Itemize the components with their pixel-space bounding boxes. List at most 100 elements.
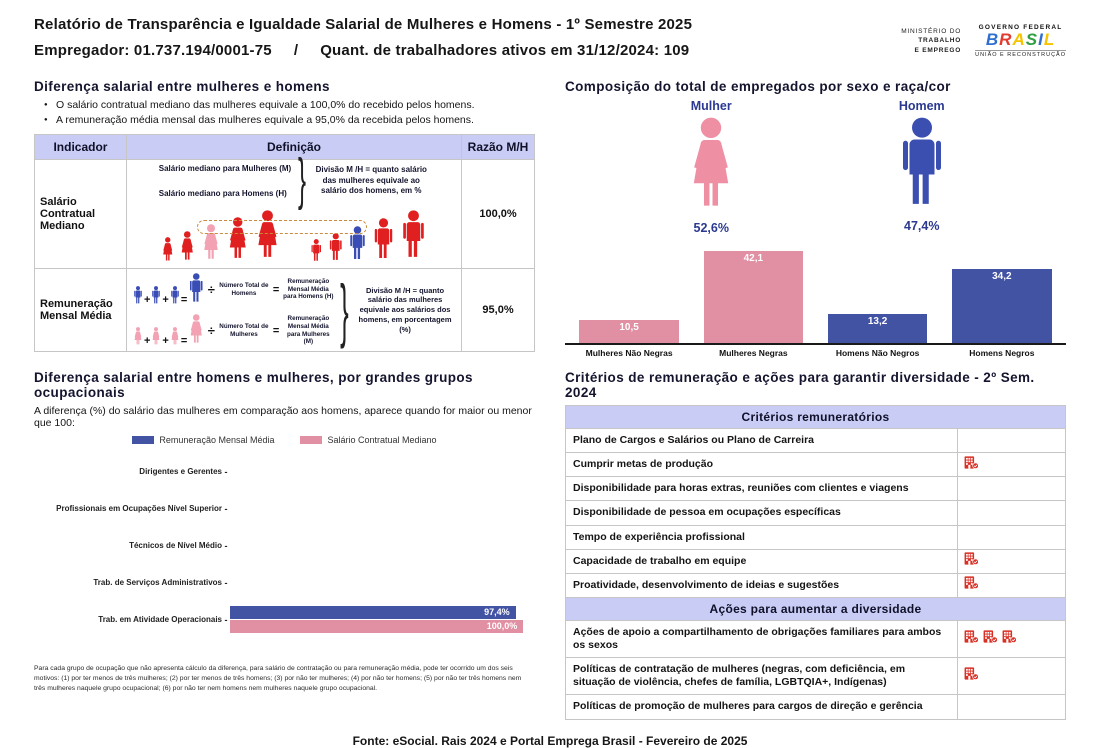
criteria-label: Ações de apoio a compartilhamento de obr… [565, 619, 958, 659]
table-row: Plano de Cargos e Salários ou Plano de C… [565, 427, 1066, 454]
criteria-label: Políticas de contratação de mulheres (ne… [565, 657, 958, 696]
section-occupational: Diferença salarial entre homens e mulher… [34, 370, 535, 720]
male-figure-icon [372, 218, 395, 264]
chart-row: Trab. em Atividade Operacionais - 97,4% 100… [34, 601, 535, 638]
report-title: Relatório de Transparência e Igualdade S… [34, 16, 693, 33]
legend-swatch-pink [300, 436, 323, 444]
female-percentage: 52,6% [693, 221, 729, 235]
brasil-letter: B [985, 30, 1000, 49]
women-divisor-label: Número Total de Mulheres [219, 322, 269, 338]
bullet-median-salary: O salário contratual mediano das mulhere… [44, 99, 535, 111]
chart-row: Profissionais em Ocupações Nível Superio… [34, 490, 535, 527]
criteria-marks-cell [957, 476, 1066, 502]
company-check-icon [964, 552, 979, 570]
chart-legend: Remuneração Mensal Média Salário Contrat… [34, 435, 535, 445]
male-label: Homem [898, 99, 945, 113]
criteria-label: Políticas de promoção de mulheres para c… [565, 694, 958, 720]
men-divisor-label: Número Total de Homens [219, 281, 269, 297]
legend-label: Salário Contratual Mediano [327, 435, 437, 445]
bar-slot: 13,2 [816, 314, 940, 343]
header-logos: MINISTÉRIO DO TRABALHO E EMPREGO GOVERNO… [901, 16, 1066, 58]
composition-plot-area: 10,5 42,1 13,2 34,2 [565, 245, 1066, 345]
criteria-marks-cell [957, 619, 1066, 659]
population-figures [133, 206, 455, 264]
female-label: Mulher [690, 99, 732, 113]
governo-federal-logo: GOVERNO FEDERAL BRASIL UNIÃO E RECONSTRU… [975, 24, 1066, 58]
equation-rows: + + = ÷ Número Total de Homens = Remuneraç… [133, 273, 334, 347]
table-row: Capacidade de trabalho em equipe [565, 548, 1066, 574]
bar-value-label: 10,5 [619, 322, 639, 333]
active-workers-count: Quant. de trabalhadores ativos em 31/12/… [320, 42, 690, 59]
male-figure-icon [897, 117, 947, 217]
equals-operator: = [180, 294, 188, 306]
section-title: Diferença salarial entre homens e mulher… [34, 370, 473, 400]
female-figure-icon [684, 117, 738, 219]
equals-operator: = [272, 283, 280, 296]
table-row: Ações de apoio a compartilhamento de obr… [565, 619, 1066, 659]
company-check-icon [964, 455, 979, 474]
ratio-value: 100,0% [461, 159, 535, 269]
criteria-label: Tempo de experiência profissional [565, 524, 958, 550]
male-figure-icon [310, 239, 323, 264]
employer-id: Empregador: 01.737.194/0001-75 [34, 42, 272, 59]
divide-operator: ÷ [207, 323, 215, 338]
bar-value-label: 100,0% [486, 621, 518, 631]
criteria-section-row: Ações para aumentar a diversidade [565, 596, 1066, 621]
men-result-label: Remuneração Mensal Média para Homens (H) [283, 277, 334, 301]
criteria-marks-cell [957, 524, 1066, 550]
definition-lines: Salário mediano para Mulheres (M) Salári… [159, 164, 291, 198]
title-separator: / [293, 42, 299, 59]
bar-slot: 10,5 [567, 320, 691, 343]
bullet-mean-remuneration: A remuneração média mensal das mulheres … [44, 114, 535, 126]
legend-swatch-blue [132, 436, 155, 444]
definition-diagram: + + = ÷ Número Total de Homens = Remuneraç… [133, 273, 455, 347]
ministry-logo: MINISTÉRIO DO TRABALHO E EMPREGO [901, 27, 961, 56]
criteria-label: Cumprir metas de produção [565, 452, 958, 478]
criteria-label: Disponibilidade de pessoa em ocupações e… [565, 500, 958, 526]
axis-tick: - [224, 540, 228, 551]
median-highlight-box [196, 220, 367, 234]
women-result-label: Remuneração Mensal Média para Mulheres (… [286, 314, 330, 346]
equals-operator: = [272, 324, 280, 337]
chart-subtitle: A diferença (%) do salário das mulheres … [34, 405, 532, 429]
women-figures: + + = [133, 314, 205, 347]
indicator-label: Salário Contratual Mediano [34, 159, 127, 269]
criteria-label: Capacidade de trabalho em equipe [565, 548, 958, 574]
bar-value-label: 34,2 [992, 271, 1012, 282]
chart-row: Técnicos de Nível Médio - [34, 527, 535, 564]
male-figure-icon [400, 210, 427, 264]
division-note: Divisão M /H = quanto salário das mulher… [358, 285, 452, 334]
figures-row [161, 206, 428, 264]
section-title: Composição do total de empregados por se… [565, 79, 951, 94]
plus-operator: + [143, 294, 151, 306]
axis-tick: - [224, 577, 228, 588]
section-composition: Composição do total de empregados por se… [565, 79, 1066, 358]
criteria-label: Proatividade, desenvolvimento de ideias … [565, 572, 958, 598]
female-figure-icon [188, 314, 205, 347]
axis-tick: - [224, 466, 228, 477]
table-row: Disponibilidade de pessoa em ocupações e… [565, 500, 1066, 526]
category-label: Técnicos de Nível Médio [129, 540, 222, 550]
male-figure-icon [328, 233, 344, 264]
median-men-label: Salário mediano para Homens (H) [158, 189, 287, 198]
bar: 100,0% [230, 620, 524, 633]
section-salary-gap: Diferença salarial entre mulheres e home… [34, 79, 535, 358]
female-figure-icon [133, 327, 143, 347]
criteria-marks-cell [957, 452, 1066, 478]
male-figure-icon [170, 286, 180, 306]
criteria-marks-cell [957, 572, 1066, 598]
legend-item-salario: Salário Contratual Mediano [300, 435, 437, 445]
sex-summary: Mulher 52,6% Homem 47,4% [565, 99, 1066, 235]
table-row: Disponibilidade para horas extras, reuni… [565, 476, 1066, 502]
table-row: Políticas de contratação de mulheres (ne… [565, 657, 1066, 696]
criteria-label: Plano de Cargos e Salários ou Plano de C… [565, 427, 958, 454]
chart-footnote: Para cada grupo de ocupação que não apre… [34, 665, 522, 692]
bar-slot: 34,2 [940, 269, 1064, 343]
category-label: Homens Não Negros [835, 348, 920, 358]
male-figure-icon [151, 286, 161, 306]
axis-tick: - [224, 503, 228, 514]
category-label: Dirigentes e Gerentes [139, 466, 222, 476]
col-razao-mh: Razão M/H [461, 134, 535, 160]
indicator-table: Indicador Definição Razão M/H Salário Co… [34, 134, 535, 352]
